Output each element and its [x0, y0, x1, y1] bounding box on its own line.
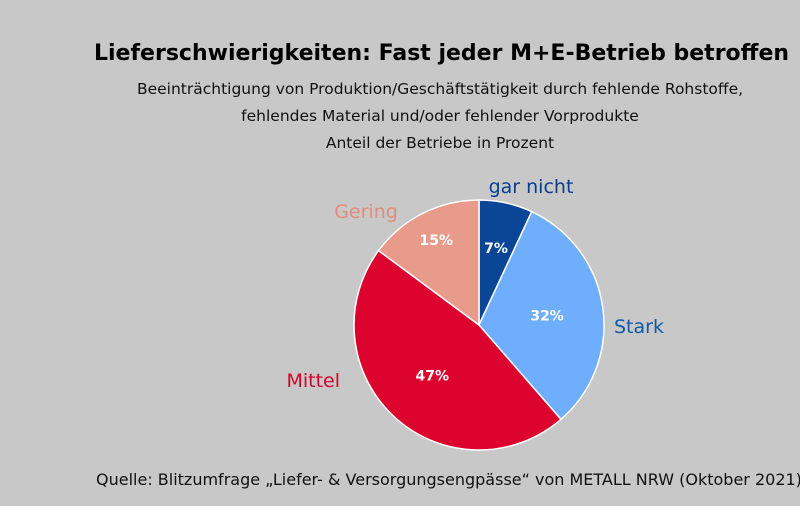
subtitle-line-2: fehlendes Material und/oder fehlender Vo…: [241, 107, 639, 125]
slice-value-label: 15%: [420, 233, 454, 249]
pie-slice-gering: [377, 199, 480, 327]
subtitle-line-3: Anteil der Betriebe in Prozent: [325, 134, 555, 152]
chart-title: Lieferschwierigkeiten: Fast jeder M+E-Be…: [94, 41, 790, 66]
chart-subtitle: Beeinträchtigung von Produktion/Geschäft…: [0, 76, 800, 157]
subtitle-line-1: Beeinträchtigung von Produktion/Geschäft…: [136, 80, 744, 98]
category-label: Gering: [334, 201, 398, 223]
slice-value-label: 32%: [530, 308, 564, 324]
slice-value-label: 7%: [484, 241, 508, 257]
pie-slice-mittel: [353, 249, 563, 451]
category-label: Stark: [614, 316, 664, 338]
slice-value-label: 47%: [416, 369, 450, 385]
category-label: gar nicht: [489, 176, 574, 198]
pie-slice-stark: [478, 210, 605, 421]
source-note: Quelle: Blitzumfrage „Liefer- & Versorgu…: [96, 470, 800, 489]
category-label: Mittel: [286, 370, 340, 392]
